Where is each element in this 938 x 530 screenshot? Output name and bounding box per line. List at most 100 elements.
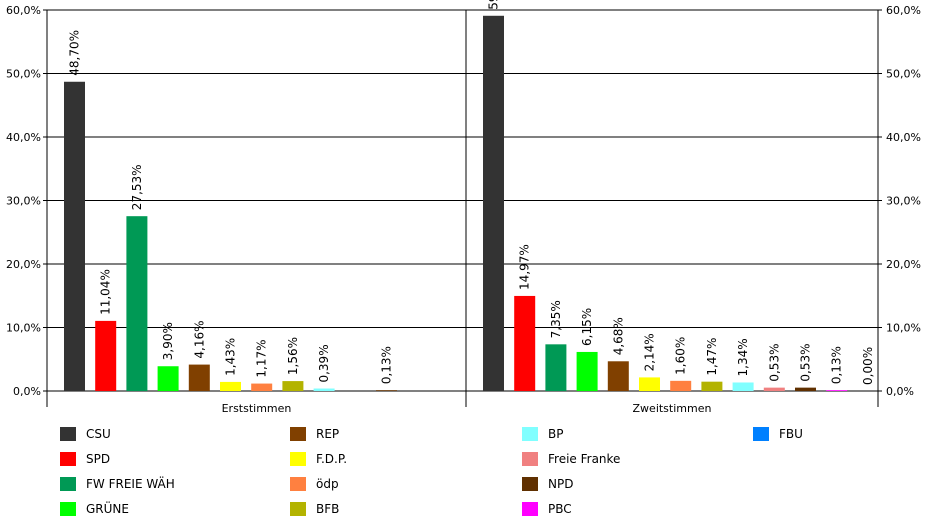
data-label: 4,68% (611, 317, 625, 355)
data-label: 7,35% (549, 300, 563, 338)
bar (251, 383, 273, 391)
legend-label: F.D.P. (316, 452, 348, 466)
data-label: 6,15% (580, 308, 594, 346)
legend-swatch (60, 427, 76, 441)
data-label: 48,70% (68, 30, 82, 76)
bar (826, 390, 848, 391)
y-tick-label-right: 10,0% (886, 322, 921, 335)
group-label: Zweitstimmen (633, 402, 712, 415)
legend-item: GRÜNE (60, 501, 129, 517)
data-label: 1,60% (674, 337, 688, 375)
bar (64, 81, 85, 391)
bar (126, 216, 148, 391)
data-label: 1,43% (224, 338, 238, 376)
y-tick-label: 0,0% (13, 385, 41, 398)
y-tick-label: 50,0% (6, 68, 41, 81)
y-tick-label-right: 50,0% (886, 68, 921, 81)
legend-swatch (522, 502, 538, 516)
bar (282, 381, 304, 391)
legend-label: GRÜNE (86, 502, 129, 516)
data-label: 27,53% (130, 164, 144, 210)
legend-label: BFB (316, 502, 340, 516)
y-tick-label: 30,0% (6, 195, 41, 208)
bar (576, 351, 598, 391)
data-label: 0,13% (830, 346, 844, 384)
legend-item: CSU (60, 426, 111, 442)
data-label: 59,09% (487, 0, 501, 10)
bar (670, 380, 692, 391)
data-label: 2,14% (643, 333, 657, 371)
legend-label: REP (316, 427, 340, 441)
bar (701, 381, 723, 391)
data-label: 0,00% (861, 347, 875, 385)
data-label: 3,90% (161, 322, 175, 360)
bar (376, 390, 397, 391)
y-tick-label: 60,0% (6, 4, 41, 17)
legend-swatch (290, 452, 306, 466)
bar (639, 377, 660, 391)
data-label: 0,39% (317, 344, 331, 382)
data-label: 11,04% (99, 269, 113, 315)
data-label: 1,34% (736, 338, 750, 376)
legend-item: F.D.P. (290, 451, 347, 467)
y-tick-label: 10,0% (6, 322, 41, 335)
legend-swatch (522, 452, 538, 466)
y-tick-label: 20,0% (6, 258, 41, 271)
legend-item: ödp (290, 476, 339, 492)
legend-swatch (290, 502, 306, 516)
data-label: 1,17% (255, 339, 269, 377)
bar (763, 387, 785, 391)
legend-swatch (60, 452, 76, 466)
bar (95, 320, 117, 391)
legend-label: BP (548, 427, 564, 441)
legend-swatch (290, 427, 306, 441)
bar (157, 366, 179, 391)
legend-label: FW FREIE WÄH (86, 477, 175, 491)
y-tick-label-right: 40,0% (886, 131, 921, 144)
legend-item: REP (290, 426, 339, 442)
group-label: Erststimmen (222, 402, 292, 415)
legend-item: NPD (522, 476, 573, 492)
data-label: 0,13% (380, 346, 394, 384)
data-label: 0,53% (767, 344, 781, 382)
data-label: 4,16% (192, 320, 206, 358)
legend-item: FW FREIE WÄH (60, 476, 175, 492)
bar (483, 15, 504, 391)
legend-swatch (60, 477, 76, 491)
data-label: 1,47% (705, 338, 719, 376)
legend-item: BP (522, 426, 563, 442)
legend-swatch (522, 427, 538, 441)
bar-chart: 0,0% 0,0% 10,0% 10,0% 20,0% 20,0% 30,0% 30,0% 40… (6, 0, 921, 415)
legend: CSU SPD FW FREIE WÄH GRÜNE REP F.D.P. ödp BFB BP… (0, 420, 938, 530)
data-label: 14,97% (518, 244, 532, 290)
legend-item: FBU (753, 426, 803, 442)
legend-label: NPD (548, 477, 574, 491)
legend-label: PBC (548, 502, 572, 516)
legend-swatch (290, 477, 306, 491)
bar (732, 382, 754, 391)
bar (545, 344, 567, 391)
bar (607, 361, 629, 391)
legend-label: Freie Franke (548, 452, 621, 466)
legend-item: SPD (60, 451, 110, 467)
bar (514, 295, 536, 391)
legend-swatch (60, 502, 76, 516)
data-label: 1,56% (286, 337, 300, 375)
bar (220, 381, 241, 391)
y-tick-label-right: 0,0% (886, 385, 914, 398)
bar (795, 387, 816, 391)
y-tick-label-right: 30,0% (886, 195, 921, 208)
legend-item: Freie Franke (522, 451, 620, 467)
legend-label: CSU (86, 427, 111, 441)
legend-item: BFB (290, 501, 339, 517)
data-label: 0,53% (799, 344, 813, 382)
bar (188, 364, 210, 391)
legend-label: FBU (779, 427, 803, 441)
legend-label: ödp (316, 477, 339, 491)
y-tick-label-right: 60,0% (886, 4, 921, 17)
bar (313, 388, 335, 391)
y-tick-label-right: 20,0% (886, 258, 921, 271)
legend-item: PBC (522, 501, 572, 517)
legend-swatch (522, 477, 538, 491)
